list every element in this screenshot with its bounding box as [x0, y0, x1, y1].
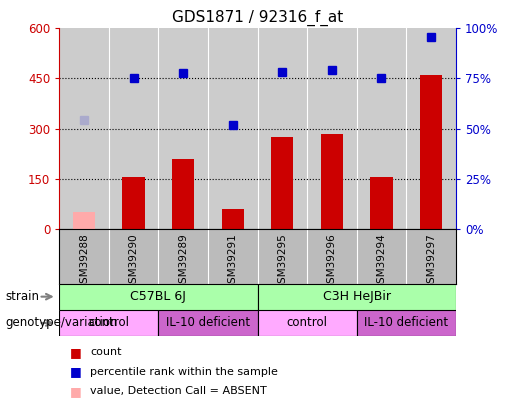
Text: IL-10 deficient: IL-10 deficient: [364, 316, 448, 330]
Text: C57BL 6J: C57BL 6J: [130, 290, 186, 303]
Bar: [356, 310, 456, 336]
Bar: [258, 284, 456, 310]
Bar: [59, 310, 159, 336]
Text: GSM39297: GSM39297: [426, 233, 436, 290]
Text: control: control: [88, 316, 129, 330]
Text: GSM39295: GSM39295: [277, 233, 287, 290]
Bar: [370, 177, 392, 229]
Text: percentile rank within the sample: percentile rank within the sample: [90, 367, 278, 377]
Text: ■: ■: [70, 365, 81, 378]
Text: C3H HeJBir: C3H HeJBir: [322, 290, 391, 303]
Bar: [420, 75, 442, 229]
Bar: [172, 159, 194, 229]
Text: GSM39288: GSM39288: [79, 233, 89, 290]
Bar: [59, 284, 258, 310]
Text: GSM39289: GSM39289: [178, 233, 188, 290]
Text: GSM39291: GSM39291: [228, 233, 238, 290]
Text: GSM39296: GSM39296: [327, 233, 337, 290]
Text: strain: strain: [5, 290, 39, 303]
Text: genotype/variation: genotype/variation: [5, 316, 117, 330]
Bar: [321, 134, 343, 229]
Text: control: control: [286, 316, 328, 330]
Text: ■: ■: [70, 385, 81, 398]
Text: count: count: [90, 347, 122, 357]
Bar: [123, 177, 145, 229]
Bar: [159, 310, 258, 336]
Text: IL-10 deficient: IL-10 deficient: [166, 316, 250, 330]
Text: value, Detection Call = ABSENT: value, Detection Call = ABSENT: [90, 386, 267, 396]
Bar: [221, 209, 244, 229]
Text: ■: ■: [70, 346, 81, 359]
Text: GSM39290: GSM39290: [129, 233, 139, 290]
Text: GSM39294: GSM39294: [376, 233, 386, 290]
Bar: [73, 212, 95, 229]
Text: ■: ■: [70, 404, 81, 405]
Text: GDS1871 / 92316_f_at: GDS1871 / 92316_f_at: [172, 10, 343, 26]
Bar: [271, 137, 294, 229]
Bar: [258, 310, 356, 336]
